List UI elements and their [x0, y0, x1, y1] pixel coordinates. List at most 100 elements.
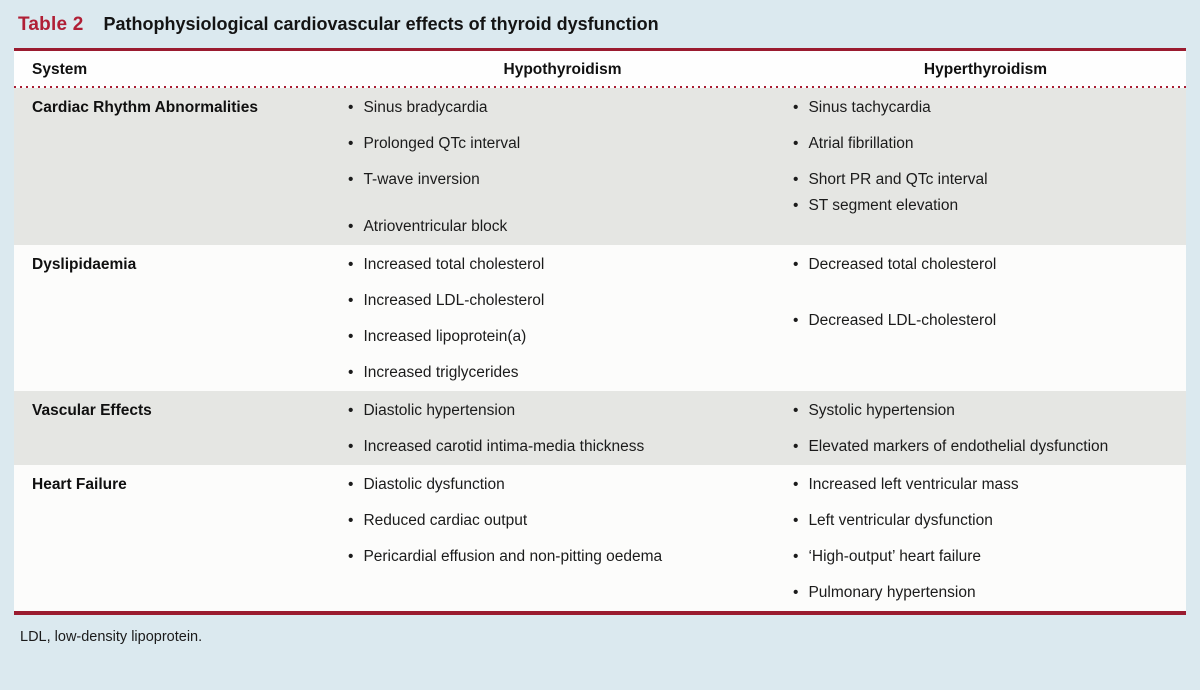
bullet-text: Elevated markers of endothelial dysfunct…: [808, 438, 1109, 455]
list-item: • Increased carotid intima-media thicknes…: [348, 437, 773, 457]
bullet-dot: •: [793, 402, 799, 419]
bullet-dot: •: [348, 256, 354, 273]
list-item: • ‘High-output’ heart failure: [793, 547, 1174, 567]
system-cell: Dyslipidaemia: [32, 256, 137, 273]
bullet-dot: •: [348, 476, 354, 493]
bullet-dot: •: [348, 548, 354, 565]
table-label: Table 2: [18, 14, 84, 35]
system-cell: Cardiac Rhythm Abnormalities: [32, 99, 258, 116]
bullet-dot: •: [348, 135, 354, 152]
list-item: • Prolonged QTc interval: [348, 134, 773, 154]
list-item: • Systolic hypertension: [793, 401, 1174, 421]
list-item: • Elevated markers of endothelial dysfunc…: [793, 437, 1174, 457]
list-item: • Decreased LDL-cholesterol: [793, 311, 1174, 331]
table-row: Heart Failure • Diastolic dysfunction • Re…: [14, 465, 1186, 611]
bullet-dot: •: [793, 438, 799, 455]
list-item: • Increased triglycerides: [348, 363, 773, 383]
page: Table 2 Pathophysiological cardiovascula…: [14, 0, 1186, 645]
list-item: • Diastolic hypertension: [348, 401, 773, 421]
bullet-text: Increased carotid intima-media thickness: [363, 438, 645, 455]
list-item: • Increased lipoprotein(a): [348, 327, 773, 347]
list-item: • Diastolic dysfunction: [348, 475, 773, 495]
list-item: • Pulmonary hypertension: [793, 583, 1174, 603]
list-item: • Decreased total cholesterol: [793, 255, 1174, 275]
footnote: LDL, low-density lipoprotein.: [20, 629, 203, 645]
bullet-dot: •: [793, 584, 799, 601]
hyperthyroidism-cell: • Sinus tachycardia • Atrial fibrillation …: [785, 98, 1186, 237]
bullet-text: Atrioventricular block: [363, 218, 508, 235]
bullet-text: Left ventricular dysfunction: [808, 512, 993, 529]
bullet-dot: •: [348, 328, 354, 345]
column-header-hypothyroidism: Hypothyroidism: [503, 61, 622, 78]
system-cell: Heart Failure: [32, 476, 127, 493]
list-item: • ST segment elevation: [793, 196, 1174, 216]
hyperthyroidism-cell: • Systolic hypertension • Elevated markers…: [785, 401, 1186, 457]
bullet-text: Increased left ventricular mass: [808, 476, 1019, 493]
hyperthyroidism-cell: • Increased left ventricular mass • Left v…: [785, 475, 1186, 603]
list-item: • Increased LDL-cholesterol: [348, 291, 773, 311]
bullet-dot: •: [348, 364, 354, 381]
list-item: • Increased total cholesterol: [348, 255, 773, 275]
bullet-dot: •: [793, 135, 799, 152]
list-item: • Sinus bradycardia: [348, 98, 773, 118]
column-header-hyperthyroidism: Hyperthyroidism: [923, 61, 1048, 78]
bullet-dot: •: [793, 476, 799, 493]
bullet-text: Atrial fibrillation: [808, 135, 914, 152]
bullet-text: Reduced cardiac output: [363, 512, 528, 529]
table-row: Cardiac Rhythm Abnormalities • Sinus brad…: [14, 88, 1186, 245]
bullet-text: T-wave inversion: [363, 171, 480, 188]
bullet-text: Diastolic dysfunction: [363, 476, 505, 493]
bullet-text: Sinus bradycardia: [363, 99, 488, 116]
bullet-dot: •: [348, 512, 354, 529]
list-item: • Short PR and QTc interval: [793, 170, 1174, 190]
bullet-text: Pulmonary hypertension: [808, 584, 976, 601]
list-item: • Atrial fibrillation: [793, 134, 1174, 154]
bullet-dot: •: [793, 312, 799, 329]
bullet-text: Decreased LDL-cholesterol: [808, 312, 997, 329]
bullet-text: Increased lipoprotein(a): [363, 328, 527, 345]
bullet-text: ST segment elevation: [808, 197, 959, 214]
list-item: • Sinus tachycardia: [793, 98, 1174, 118]
bullet-text: Prolonged QTc interval: [363, 135, 521, 152]
bullet-dot: •: [348, 292, 354, 309]
bullet-text: ‘High-output’ heart failure: [808, 548, 982, 565]
bullet-text: Pericardial effusion and non-pitting oed…: [363, 548, 663, 565]
list-item: • Increased left ventricular mass: [793, 475, 1174, 495]
list-item: • Reduced cardiac output: [348, 511, 773, 531]
bullet-dot: •: [348, 438, 354, 455]
bullet-text: Sinus tachycardia: [808, 99, 931, 116]
bullet-text: Decreased total cholesterol: [808, 256, 997, 273]
hypothyroidism-cell: • Diastolic dysfunction • Reduced cardiac …: [340, 475, 785, 603]
bullet-text: Systolic hypertension: [808, 402, 955, 419]
bullet-dot: •: [348, 218, 354, 235]
data-table: System Hypothyroidism Hyperthyroidism Ca…: [14, 48, 1186, 615]
table-row: Dyslipidaemia • Increased total cholester…: [14, 245, 1186, 391]
list-item: • Atrioventricular block: [348, 217, 773, 237]
bullet-text: Short PR and QTc interval: [808, 171, 988, 188]
bullet-text: Increased total cholesterol: [363, 256, 545, 273]
bullet-dot: •: [793, 256, 799, 273]
hyperthyroidism-cell: • Decreased total cholesterol • Decreased …: [785, 255, 1186, 383]
table-head: System Hypothyroidism Hyperthyroidism: [14, 51, 1186, 88]
bullet-text: Diastolic hypertension: [363, 402, 516, 419]
system-cell: Vascular Effects: [32, 402, 152, 419]
bullet-text: Increased LDL-cholesterol: [363, 292, 545, 309]
hypothyroidism-cell: • Diastolic hypertension • Increased carot…: [340, 401, 785, 457]
column-header-system: System: [32, 61, 88, 78]
bullet-dot: •: [793, 171, 799, 188]
list-item: • Pericardial effusion and non-pitting oe…: [348, 547, 773, 567]
table-caption: Table 2 Pathophysiological cardiovascula…: [14, 0, 1186, 48]
list-item: • Left ventricular dysfunction: [793, 511, 1174, 531]
hypothyroidism-cell: • Increased total cholesterol • Increased …: [340, 255, 785, 383]
bullet-dot: •: [793, 197, 799, 214]
bullet-dot: •: [348, 99, 354, 116]
bullet-text: Increased triglycerides: [363, 364, 519, 381]
bullet-dot: •: [348, 171, 354, 188]
bullet-dot: •: [793, 99, 799, 116]
table-row: Vascular Effects • Diastolic hypertension…: [14, 391, 1186, 465]
list-item: • T-wave inversion: [348, 170, 773, 190]
bullet-dot: •: [793, 548, 799, 565]
table-title: Pathophysiological cardiovascular effect…: [103, 14, 659, 34]
bullet-dot: •: [793, 512, 799, 529]
bullet-dot: •: [348, 402, 354, 419]
